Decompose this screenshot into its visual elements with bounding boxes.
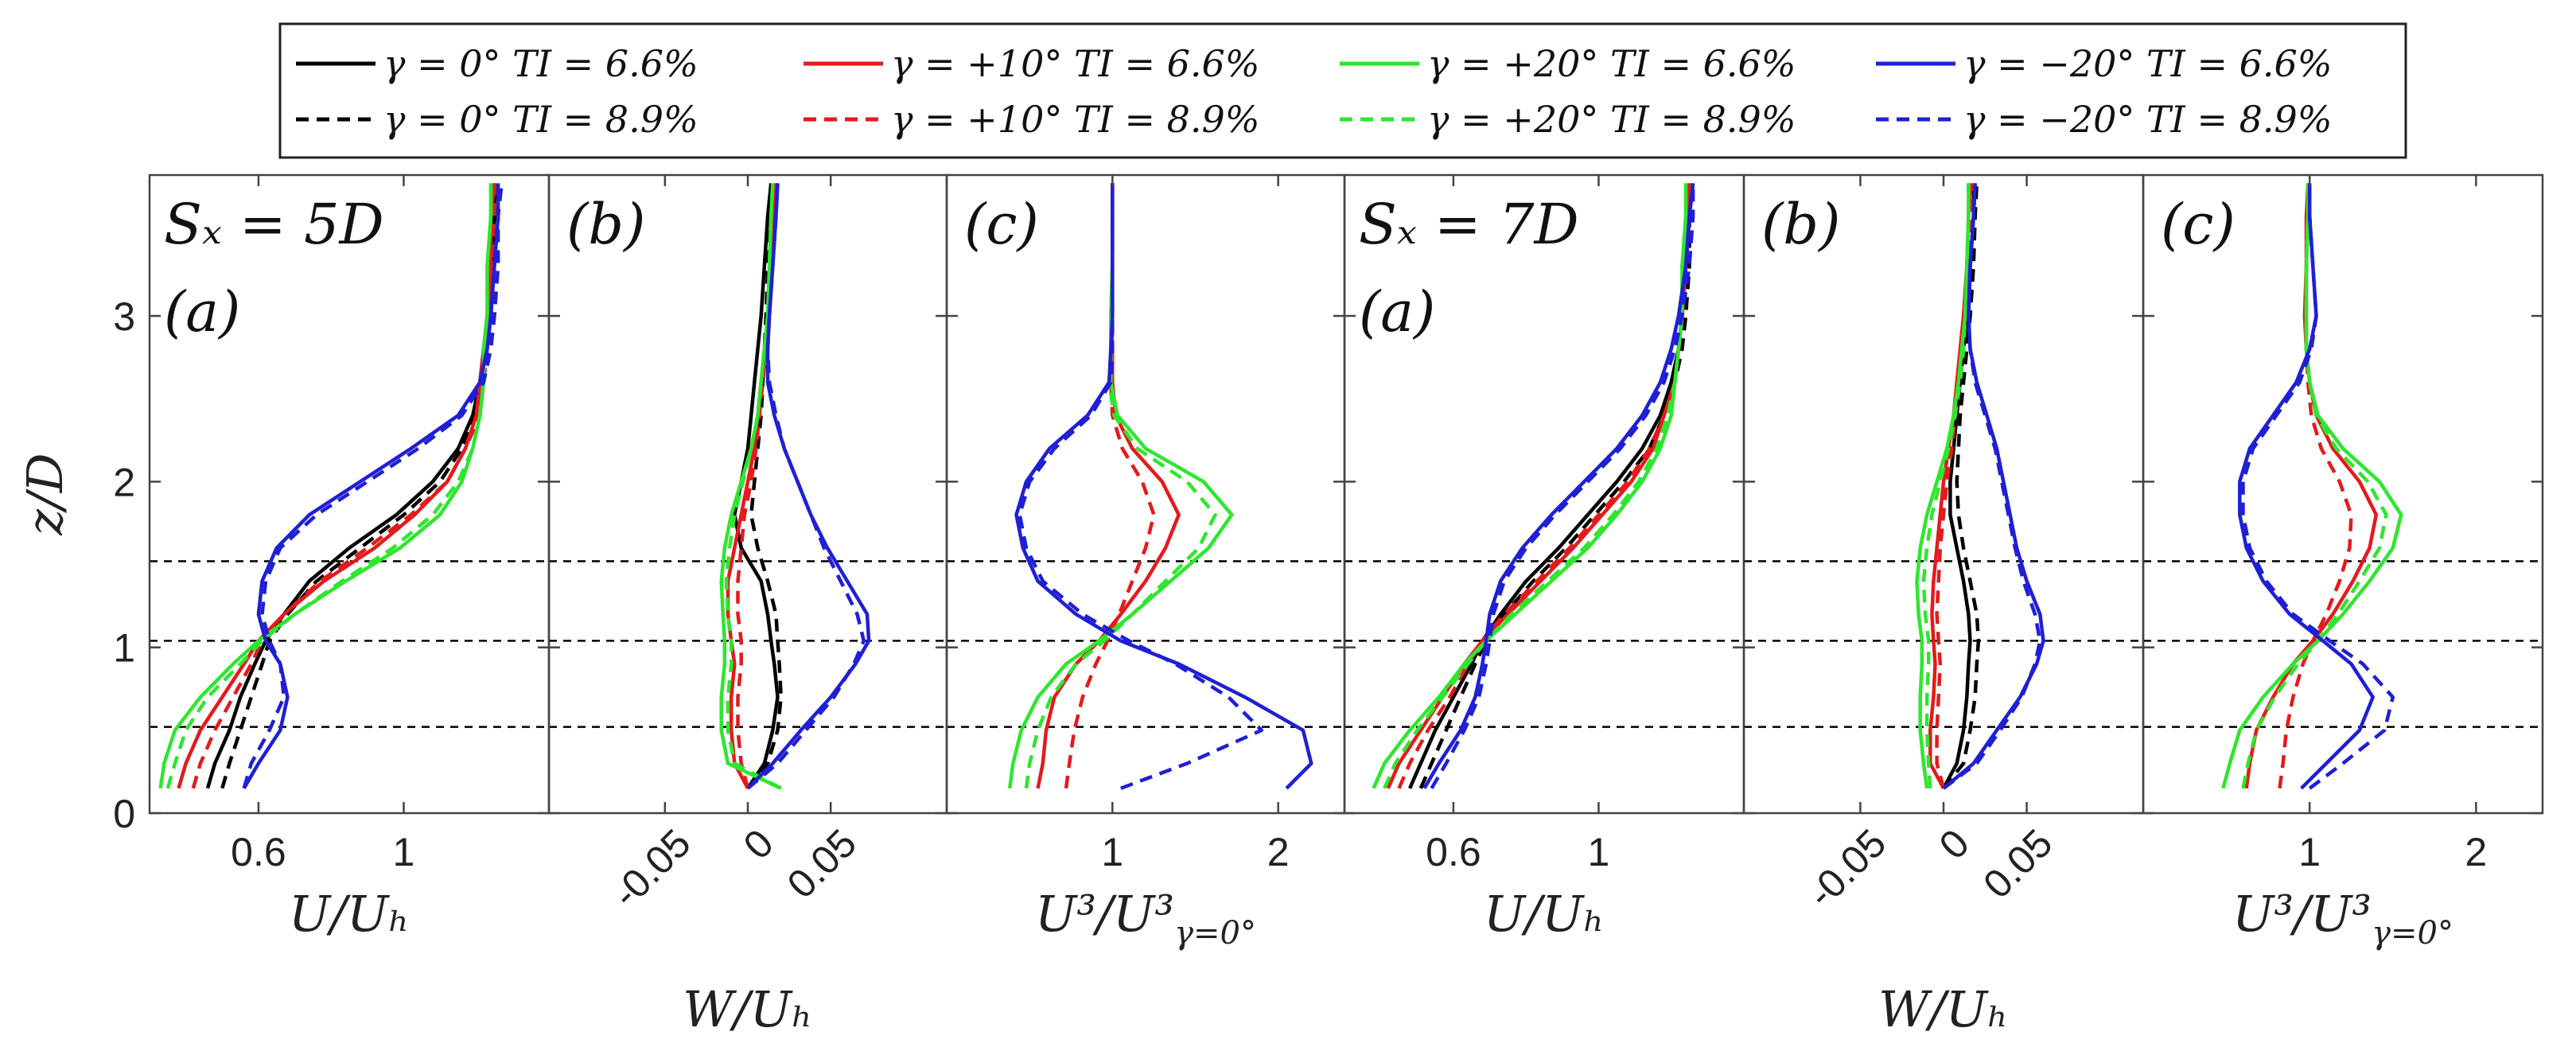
x-axis-label: U/Uₕ [1484, 885, 1605, 943]
series-line [2241, 183, 2388, 789]
series-line [746, 183, 866, 790]
x-tick-label: 1 [393, 830, 415, 874]
panel-label: (a) [164, 279, 240, 345]
x-tick-label: 0.05 [1975, 820, 2060, 906]
x-tick-label: 1 [2298, 830, 2321, 874]
x-axis-label: W/Uₕ [683, 980, 813, 1038]
legend-label: γ = +10° TI = 6.6% [891, 42, 1259, 85]
x-axis-label: U/Uₕ [289, 885, 410, 943]
panel-5D-b: -0.05 00.05 (b) W/Uₕ [547, 173, 948, 1038]
y-tick-label: 3 [113, 294, 135, 339]
legend-label: γ = −20° TI = 8.9% [1963, 98, 2332, 141]
y-tick-label: 2 [113, 460, 135, 504]
series-group [1007, 183, 1313, 790]
panel-7D-a: 0.6 1 Sₓ = 7D (a) U/Uₕ [1343, 173, 1745, 943]
series-line [1372, 183, 1688, 789]
panel-label: (b) [1761, 192, 1840, 257]
series-line [1921, 183, 1971, 788]
panel-label: (b) [566, 192, 645, 257]
series-line [165, 183, 493, 789]
series-line [1418, 183, 1695, 789]
legend-label: γ = +20° TI = 6.6% [1427, 42, 1796, 85]
x-tick-label: -0.05 [1799, 820, 1894, 916]
series-line [1942, 183, 2042, 790]
series-line [177, 183, 496, 789]
series-line [2278, 183, 2353, 789]
panel-label: (c) [2161, 192, 2236, 257]
y-axis-label: z/D [16, 453, 74, 535]
series-line [1935, 183, 1974, 789]
panel-5D-a: 0.6 1 0 1 2 3 Sₓ = 5D (a) U/Uₕ [113, 173, 551, 943]
legend: γ = 0° TI = 6.6% γ = +10° TI = 6.6% γ = +2… [278, 22, 2407, 159]
series-line [2241, 183, 2395, 790]
x-tick-label: 0 [1931, 820, 1978, 867]
x-tick-label: 2 [2465, 830, 2487, 874]
series-line [733, 183, 780, 790]
y-tick-label: 1 [113, 626, 135, 671]
x-tick-label: 1 [1588, 830, 1610, 874]
panel-7D-b: -0.05 00.05 (b) W/Uₕ [1742, 173, 2145, 1038]
x-axis-label: U³/U³γ=0° [1035, 885, 1256, 952]
legend-label: γ = 0° TI = 6.6% [383, 42, 698, 85]
series-group [2221, 183, 2403, 790]
series-line [1007, 183, 1234, 789]
panel-5D-c: 1 2 (c) U³/U³γ=0° [945, 173, 1346, 952]
legend-label: γ = −20° TI = 6.6% [1963, 42, 2332, 85]
legend-box [278, 22, 2407, 159]
x-tick-label: 2 [1267, 830, 1290, 874]
x-tick-label: 1 [1101, 830, 1123, 874]
series-line [1408, 183, 1691, 789]
series-line [1383, 183, 1688, 789]
group-title: Sₓ = 7D [1359, 192, 1579, 257]
series-line [1430, 183, 1695, 789]
series-group [1915, 183, 2045, 790]
panel-label: (c) [964, 192, 1039, 257]
group-title: Sₓ = 5D [164, 192, 384, 257]
series-line [2244, 183, 2379, 789]
legend-label: γ = 0° TI = 8.9% [383, 98, 698, 141]
legend-label: γ = +20° TI = 8.9% [1427, 98, 1796, 141]
y-tick-label: 0 [113, 792, 135, 836]
series-line [2221, 183, 2403, 789]
axes-frame [2142, 173, 2544, 815]
x-tick-label: -0.05 [604, 820, 699, 916]
series-line [1064, 183, 1156, 789]
series-line [746, 183, 871, 790]
series-line [1036, 183, 1181, 789]
series-line [242, 183, 504, 789]
x-axis-label: U³/U³γ=0° [2232, 885, 2453, 952]
x-tick-label: 0 [735, 820, 782, 867]
series-line [1014, 183, 1313, 790]
series-line [242, 183, 500, 789]
series-group [1372, 183, 1695, 789]
x-tick-label: 0.05 [779, 820, 865, 906]
series-line [1422, 183, 1695, 789]
x-tick-label: 0.6 [231, 830, 286, 874]
x-axis-label: W/Uₕ [1878, 980, 2009, 1038]
series-line [1386, 183, 1691, 789]
series-group [719, 183, 871, 790]
panel-label: (a) [1359, 279, 1435, 345]
legend-label: γ = +10° TI = 8.9% [891, 98, 1259, 141]
panel-7D-c: 1 2 (c) U³/U³γ=0° [2142, 173, 2544, 952]
series-group [158, 183, 504, 789]
x-tick-label: 0.6 [1426, 830, 1481, 874]
